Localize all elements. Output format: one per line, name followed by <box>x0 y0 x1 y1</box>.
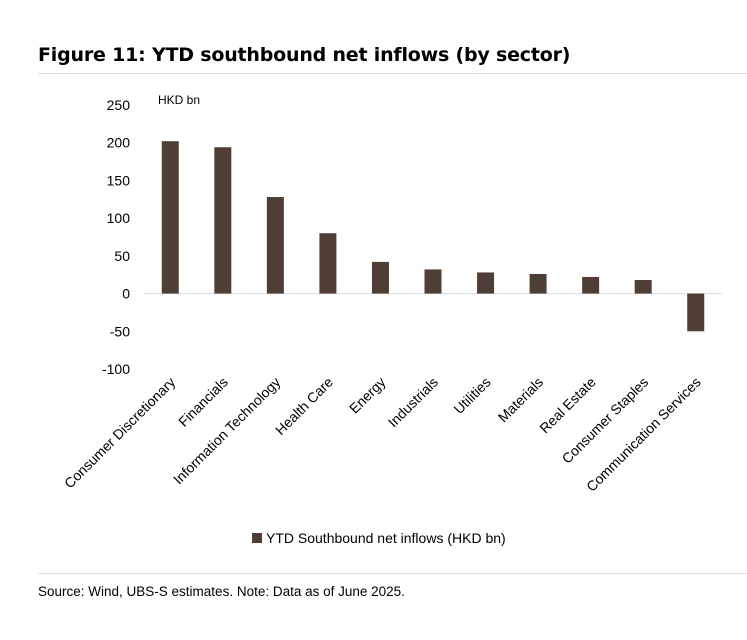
bar <box>634 279 652 294</box>
y-tick-label: 50 <box>114 248 130 264</box>
bar <box>424 269 442 294</box>
y-tick-label: 100 <box>107 210 131 226</box>
bar <box>477 272 495 294</box>
bar <box>161 141 179 294</box>
bar <box>529 273 547 294</box>
y-tick-label: 200 <box>107 135 131 151</box>
bar <box>266 197 284 294</box>
bar <box>582 276 600 294</box>
bar <box>687 293 705 332</box>
x-tick-label: Information Technology <box>170 374 283 487</box>
bar-chart: 250 200 150 100 50 0 -50 -100 Consumer Discreti… <box>61 93 722 495</box>
figure-title: Figure 11: YTD southbound net inflows (b… <box>38 44 571 66</box>
x-tick-label: Energy <box>346 374 389 417</box>
bars <box>161 141 705 332</box>
y-tick-label: -50 <box>110 323 130 339</box>
top-divider <box>38 73 747 74</box>
x-tick-label: Utilities <box>450 374 493 417</box>
y-tick-label: 0 <box>122 286 130 302</box>
x-tick-label: Consumer Discretionary <box>61 374 179 492</box>
legend: YTD Southbound net inflows (HKD bn) <box>252 530 506 546</box>
x-tick-label: Financials <box>175 374 231 430</box>
bar <box>214 147 232 294</box>
legend-label: YTD Southbound net inflows (HKD bn) <box>266 530 506 546</box>
y-axis-ticks: 250 200 150 100 50 0 -50 -100 <box>102 97 130 377</box>
legend-swatch <box>252 533 262 543</box>
y-tick-label: 150 <box>107 172 131 188</box>
unit-label: HKD bn <box>158 93 200 107</box>
y-tick-label: -100 <box>102 361 130 377</box>
bar <box>319 233 337 294</box>
x-tick-label: Materials <box>495 374 546 425</box>
x-axis-labels: Consumer DiscretionaryFinancialsInformat… <box>61 374 704 495</box>
bar <box>371 261 389 294</box>
y-tick-label: 250 <box>107 97 131 113</box>
x-tick-label: Industrials <box>385 374 441 430</box>
bottom-divider <box>38 573 747 574</box>
source-note: Source: Wind, UBS-S estimates. Note: Dat… <box>38 584 405 599</box>
